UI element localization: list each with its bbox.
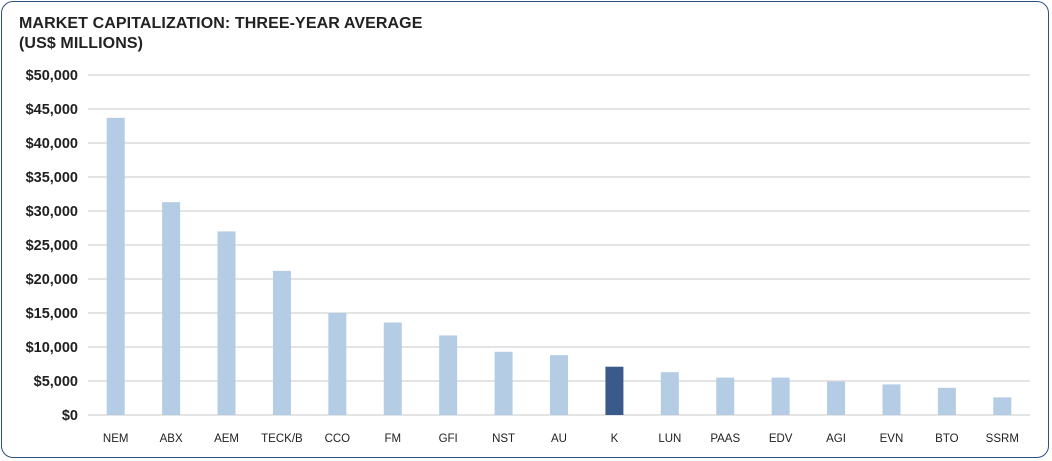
- bar-nem: [106, 117, 125, 415]
- bar-gfi: [439, 335, 458, 415]
- y-tick-label: $50,000: [26, 68, 78, 84]
- bar-paas: [716, 377, 735, 415]
- y-axis-tick-labels: $0 $5,000 $10,000 $15,000 $20,000 $25,000 $30,…: [26, 68, 78, 424]
- x-tick-label: AU: [551, 433, 567, 445]
- bars: [106, 117, 1012, 415]
- x-tick-label: ABX: [160, 433, 183, 445]
- y-tick-label: $40,000: [26, 136, 78, 152]
- x-tick-label: TECK/B: [261, 433, 303, 445]
- gridlines: [88, 74, 1030, 416]
- x-tick-label: CCO: [325, 433, 351, 445]
- y-tick-label: $45,000: [26, 102, 78, 118]
- bar-bto: [937, 387, 956, 415]
- bar-nst: [494, 351, 513, 415]
- bar-aem: [217, 231, 236, 415]
- y-tick-label: $30,000: [26, 204, 78, 220]
- bar-ssrm: [993, 397, 1012, 415]
- x-tick-label: FM: [384, 433, 401, 445]
- x-tick-label: AEM: [214, 433, 239, 445]
- bar-au: [550, 355, 568, 415]
- x-tick-label: EDV: [769, 433, 793, 445]
- x-tick-label: NEM: [103, 433, 129, 445]
- x-tick-label: BTO: [935, 433, 958, 445]
- bar-lun: [660, 372, 679, 415]
- bar-abx: [162, 202, 181, 415]
- bar-fm: [383, 322, 402, 415]
- x-tick-label: NST: [492, 433, 515, 445]
- y-tick-label: $15,000: [26, 306, 78, 322]
- bar-cco: [328, 313, 347, 415]
- x-tick-label: LUN: [658, 433, 681, 445]
- y-tick-label: $0: [62, 408, 78, 424]
- x-tick-label: PAAS: [710, 433, 740, 445]
- bar-edv: [771, 377, 790, 415]
- y-tick-label: $35,000: [26, 170, 78, 186]
- x-tick-label: AGI: [826, 433, 846, 445]
- y-tick-label: $20,000: [26, 272, 78, 288]
- x-tick-label: EVN: [880, 433, 904, 445]
- bar-agi: [827, 381, 846, 415]
- x-tick-label: SSRM: [986, 433, 1019, 445]
- x-axis-tick-labels: NEM ABX AEM TECK/B CCO FM GFI NST AU K LUN PAAS EDV A…: [103, 433, 1019, 445]
- chart-title: MARKET CAPITALIZATION: THREE-YEAR AVERAG…: [19, 14, 423, 54]
- x-tick-label: K: [611, 433, 619, 445]
- bar-evn: [882, 384, 901, 415]
- x-tick-label: GFI: [439, 433, 458, 445]
- bar-k: [605, 366, 624, 415]
- y-tick-label: $25,000: [26, 238, 78, 254]
- chart-subtitle: (US$ MILLIONS): [19, 35, 144, 52]
- y-tick-label: $10,000: [26, 340, 78, 356]
- bar-teckb: [272, 270, 291, 415]
- y-tick-label: $5,000: [34, 374, 78, 390]
- chart-title-line: MARKET CAPITALIZATION: THREE-YEAR AVERAG…: [19, 15, 423, 32]
